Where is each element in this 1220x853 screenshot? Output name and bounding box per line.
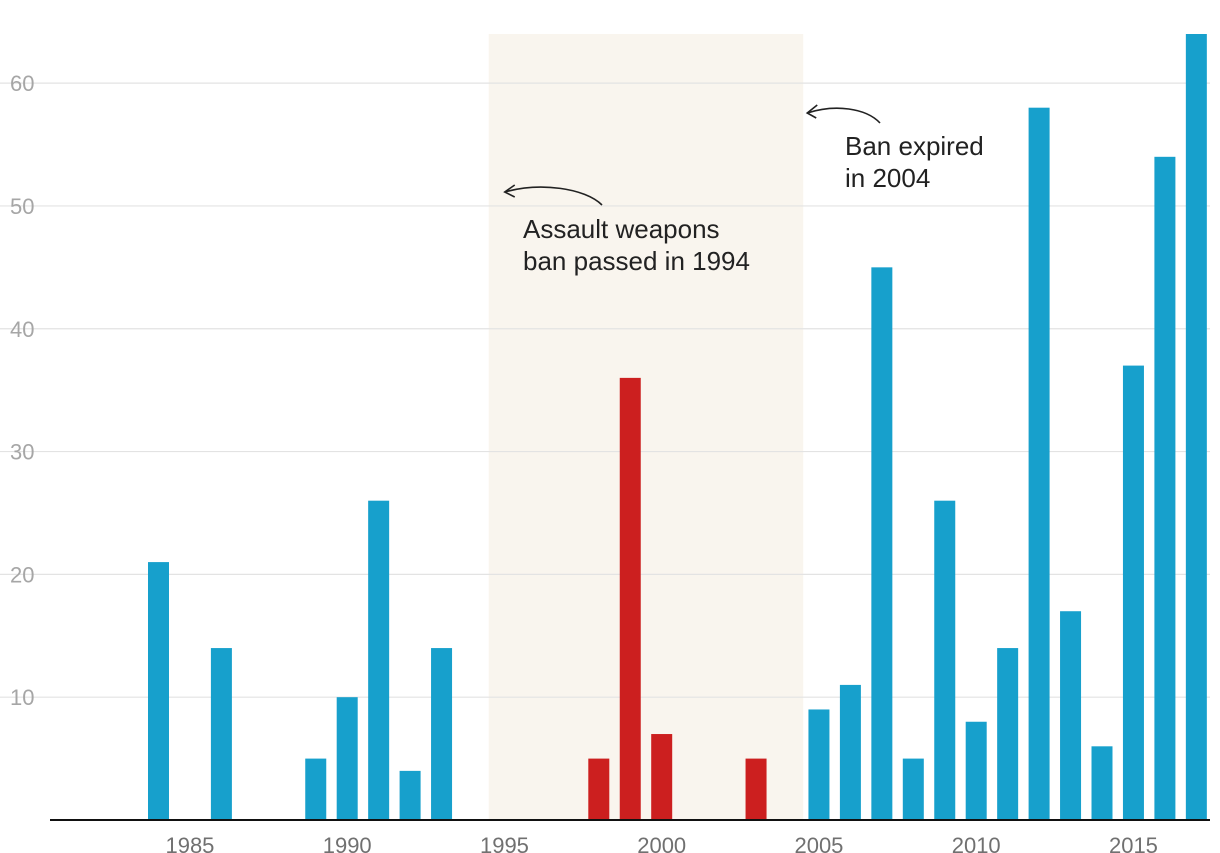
- bar-1989: [305, 758, 327, 820]
- bar-1990: [336, 697, 358, 820]
- annotation-line: ban passed in 1994: [523, 246, 750, 276]
- bar-2006: [839, 684, 861, 820]
- annotation-arrowhead: [805, 104, 818, 119]
- annotation-arrow: [504, 186, 603, 206]
- bar-2014: [1091, 746, 1113, 820]
- bar-1998: [588, 758, 610, 820]
- y-tick-label: 10: [10, 685, 34, 710]
- x-tick-label: 2005: [794, 833, 843, 853]
- x-tick-label: 2015: [1109, 833, 1158, 853]
- bar-2017: [1185, 34, 1207, 820]
- annotation-line: Assault weapons: [523, 214, 720, 244]
- bar-2010: [965, 721, 987, 820]
- bar-2000: [651, 734, 673, 820]
- y-tick-label: 30: [10, 440, 34, 465]
- annotation-arrowhead: [503, 184, 516, 198]
- bar-2007: [871, 267, 893, 820]
- y-tick-label: 20: [10, 562, 34, 587]
- bar-1986: [210, 648, 232, 820]
- bar-2012: [1028, 107, 1050, 820]
- bar-1993: [431, 648, 453, 820]
- x-tick-label: 1995: [480, 833, 529, 853]
- bars: [148, 34, 1207, 820]
- x-tick-label: 1990: [323, 833, 372, 853]
- annotation-line: in 2004: [845, 163, 930, 193]
- y-tick-label: 50: [10, 194, 34, 219]
- bar-2005: [808, 709, 830, 820]
- bar-2003: [745, 758, 767, 820]
- annotation-ban-expired: Ban expired in 2004: [805, 104, 984, 193]
- x-tick-label: 2010: [952, 833, 1001, 853]
- bar-2016: [1154, 156, 1176, 820]
- x-tick-label: 2000: [637, 833, 686, 853]
- bar-2008: [902, 758, 924, 820]
- bar-2011: [997, 648, 1019, 820]
- y-axis-ticks: 10 20 30 40 50 60: [10, 71, 34, 710]
- bar-2013: [1060, 611, 1082, 820]
- annotation-arrow: [806, 107, 881, 124]
- bar-1992: [399, 770, 421, 820]
- y-tick-label: 40: [10, 317, 34, 342]
- y-tick-label: 60: [10, 71, 34, 96]
- annotation-ban-passed: Assault weapons ban passed in 1994: [503, 184, 750, 276]
- bar-1991: [368, 500, 390, 820]
- bar-1984: [148, 562, 169, 820]
- ban-period-shading: [488, 34, 804, 820]
- bar-2015: [1122, 365, 1144, 820]
- x-tick-label: 1985: [165, 833, 214, 853]
- annotation-line: Ban expired: [845, 131, 984, 161]
- x-axis-ticks: 1985 1990 1995 2000 2005 2010 2015: [165, 833, 1157, 853]
- bar-1999: [619, 377, 641, 820]
- bar-2009: [934, 500, 956, 820]
